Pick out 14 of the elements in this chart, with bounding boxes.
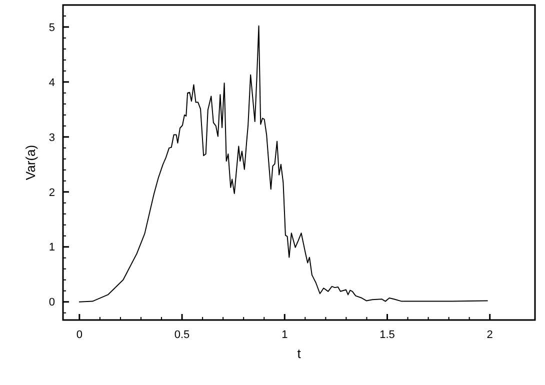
line-series [78,25,488,302]
x-tick-label: 2 [486,329,493,341]
y-tick-label: 2 [48,186,55,199]
y-tick-label: 3 [48,132,55,144]
x-tick-label: 1.5 [380,329,395,341]
y-tick-label: 0 [48,296,55,309]
y-tick-label: 4 [48,76,55,89]
y-axis-title: Var(a) [23,144,38,180]
x-tick-label: 1 [282,329,288,341]
x-axis-title: t [297,346,302,361]
x-tick-label: 0 [76,329,82,341]
x-tick-label: 0.5 [174,329,190,341]
y-tick-label: 1 [48,242,55,254]
y-tick-label: 5 [48,22,55,34]
